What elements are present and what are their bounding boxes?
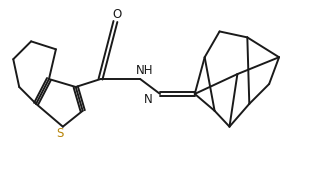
Text: NH: NH [135,64,153,77]
Text: O: O [113,8,122,21]
Text: N: N [144,93,153,106]
Text: S: S [56,127,64,140]
